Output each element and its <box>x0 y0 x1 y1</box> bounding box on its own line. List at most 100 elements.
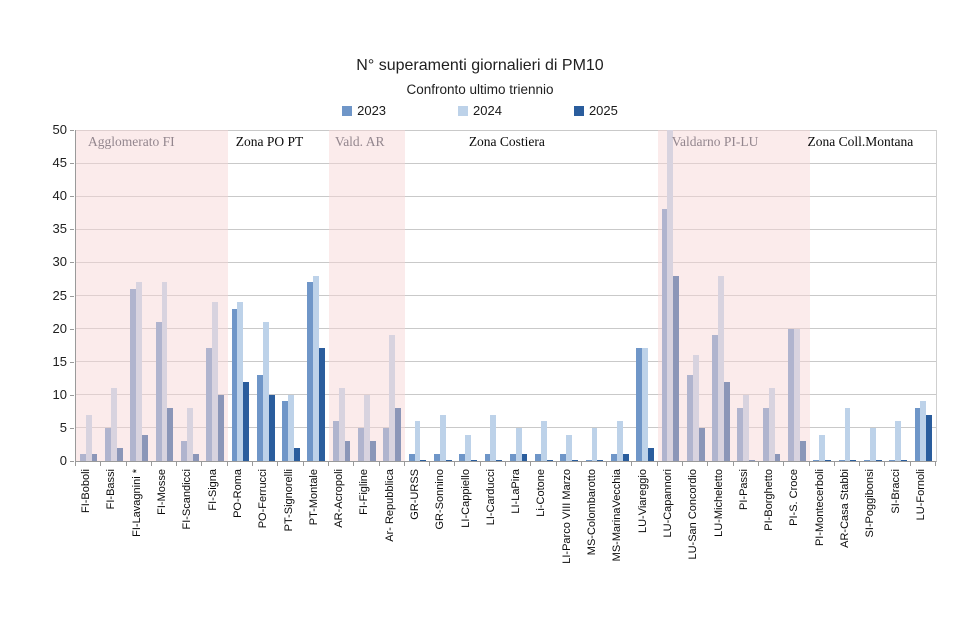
y-axis-label-10: 10 <box>52 386 67 402</box>
bar-2025-MS-MarinaVecchia <box>622 454 629 461</box>
x-axis-tick-25 <box>707 462 709 466</box>
bar-2023-PI-Montecerboli <box>813 459 820 461</box>
bar-2023-PT-Montale <box>307 282 314 461</box>
y-axis-tick-45 <box>70 163 74 165</box>
bar-2023-PI-Passi <box>737 408 744 461</box>
x-axis-tick-24 <box>682 462 684 466</box>
x-axis-label-LU-San Concordio: LU-San Concordio <box>687 469 700 560</box>
x-axis-tick-32 <box>884 462 886 466</box>
bar-2023-LI-Carducci <box>484 454 491 461</box>
bar-2025-MS-Colombarotto <box>597 459 604 461</box>
bar-2024-SI-Bracci <box>895 421 901 461</box>
x-axis-label-LI-Cappiello: LI-Cappiello <box>459 469 472 528</box>
bar-2025-LI-LaPira <box>521 454 528 461</box>
bar-2024-FI-Lavagnini * <box>136 282 143 461</box>
bar-2025-LI-Carducci <box>496 459 503 461</box>
x-axis-tick-16 <box>479 462 481 466</box>
bar-2023-Ar- Repubblica <box>383 427 390 461</box>
x-axis-tick-6 <box>226 462 228 466</box>
legend-label-2025: 2025 <box>588 103 618 118</box>
bar-2025-PO-Ferrucci <box>268 394 275 461</box>
bar-2025-PI-Passi <box>749 459 756 461</box>
bar-2025-FI-Scandicci <box>192 454 199 461</box>
chart-title: N° superamenti giornalieri di PM10 <box>356 57 604 74</box>
zone-label-Valdarno PI-LU: Valdarno PI-LU <box>671 134 759 149</box>
bar-2025-PO-Roma <box>243 381 250 461</box>
x-axis-label-LU-Fornoli: LU-Fornoli <box>914 469 927 521</box>
bar-2025-PT-Montale <box>319 348 326 461</box>
bar-2025-FI-Bassi <box>116 447 123 461</box>
bar-2024-FI-Boboli <box>85 414 92 461</box>
bar-2023-PO-Ferrucci <box>256 374 263 461</box>
bar-2025-SI-Poggibonsi <box>875 459 882 461</box>
bar-2023-PO-Roma <box>231 308 238 461</box>
x-axis-label-PI-Passi: PI-Passi <box>737 469 750 510</box>
y-axis-label-35: 35 <box>52 221 67 237</box>
bar-2023-SI-Bracci <box>889 459 896 461</box>
bar-2024-FI-Figline <box>363 394 370 461</box>
x-axis-tick-3 <box>150 462 152 466</box>
y-axis-tick-50 <box>70 130 74 131</box>
bar-2024-FI-Signa <box>212 302 219 461</box>
bar-2025-LU-Capannori <box>673 275 680 461</box>
bar-2023-FI-Lavagnini * <box>130 288 137 461</box>
bar-2024-PI-Montecerboli <box>819 434 826 461</box>
bar-2024-LU-Micheletto <box>718 275 724 461</box>
bar-2025-Li-Cotone <box>546 459 553 461</box>
chart-subtitle: Confronto ultimo triennio <box>406 82 554 97</box>
x-axis-tick-11 <box>353 462 355 466</box>
bar-2024-GR-URSS <box>414 421 421 461</box>
bar-2024-FI-Scandicci <box>186 408 193 461</box>
bar-2023-FI-Signa <box>206 348 213 461</box>
y-axis-label-25: 25 <box>52 287 67 303</box>
bar-2025-PI-Borghetto <box>774 454 781 461</box>
x-axis-tick-10 <box>327 462 329 466</box>
x-axis-label-FI-Lavagnini *: FI-Lavagnini * <box>130 469 143 537</box>
gridline-15 <box>76 361 936 363</box>
x-axis-label-AR-Casa Stabbi: AR-Casa Stabbi <box>838 469 851 548</box>
bar-2024-MS-Colombarotto <box>591 427 598 461</box>
bar-2025-PT-Signorelli <box>293 447 300 461</box>
bar-2023-LU-San Concordio <box>686 374 693 461</box>
x-axis-tick-5 <box>201 462 203 466</box>
x-axis-tick-26 <box>732 462 734 466</box>
bar-2023-LU-Viareggio <box>636 348 643 461</box>
x-axis-label-MS-MarinaVecchia: MS-MarinaVecchia <box>611 469 624 562</box>
x-axis-label-PI-Montecerboli: PI-Montecerboli <box>813 469 826 547</box>
x-axis-label-LU-Capannori: LU-Capannori <box>661 469 674 538</box>
y-axis-tick-30 <box>70 262 74 264</box>
bar-2023-LU-Capannori <box>661 209 668 461</box>
x-axis-label-PI-Borghetto: PI-Borghetto <box>763 469 776 531</box>
zone-label-Zona PO PT: Zona PO PT <box>235 134 304 149</box>
gridline-50 <box>76 129 936 131</box>
bar-2023-AR-Acropoli <box>332 421 339 461</box>
x-axis-tick-15 <box>454 462 456 466</box>
x-axis-label-Li-Cotone: Li-Cotone <box>535 469 548 517</box>
bar-2024-PI-S. Croce <box>793 328 800 461</box>
x-axis-tick-34 <box>935 462 936 466</box>
gridline-45 <box>76 162 936 164</box>
x-axis-label-LU-Micheletto: LU-Micheletto <box>712 469 725 537</box>
bar-2023-LI-LaPira <box>509 454 516 461</box>
bar-2023-MS-Colombarotto <box>585 459 592 461</box>
bar-2024-LU-Capannori <box>667 130 674 461</box>
x-axis-label-LI-Carducci: LI-Carducci <box>484 469 497 526</box>
bar-2023-PI-S. Croce <box>788 328 794 461</box>
x-axis-label-SI-Poggibonsi: SI-Poggibonsi <box>864 469 877 538</box>
bar-2024-LI-LaPira <box>515 427 522 461</box>
x-axis-tick-9 <box>302 462 304 466</box>
x-axis-tick-12 <box>378 462 380 466</box>
bar-2024-FI-Bassi <box>110 388 117 461</box>
bar-2023-AR-Casa Stabbi <box>838 459 845 461</box>
bar-2024-PO-Roma <box>237 302 244 461</box>
x-axis-tick-22 <box>631 462 633 466</box>
bar-2025-GR-Sonnino <box>445 459 452 461</box>
bar-2025-PI-Montecerboli <box>825 459 832 461</box>
y-axis-label-20: 20 <box>52 320 67 336</box>
bar-2023-FI-Figline <box>358 427 364 461</box>
y-axis-tick-5 <box>70 427 74 429</box>
x-axis-label-PT-Montale: PT-Montale <box>307 469 320 526</box>
x-axis-tick-31 <box>859 462 861 466</box>
x-axis-tick-0 <box>75 462 76 466</box>
x-axis-tick-29 <box>808 462 810 466</box>
